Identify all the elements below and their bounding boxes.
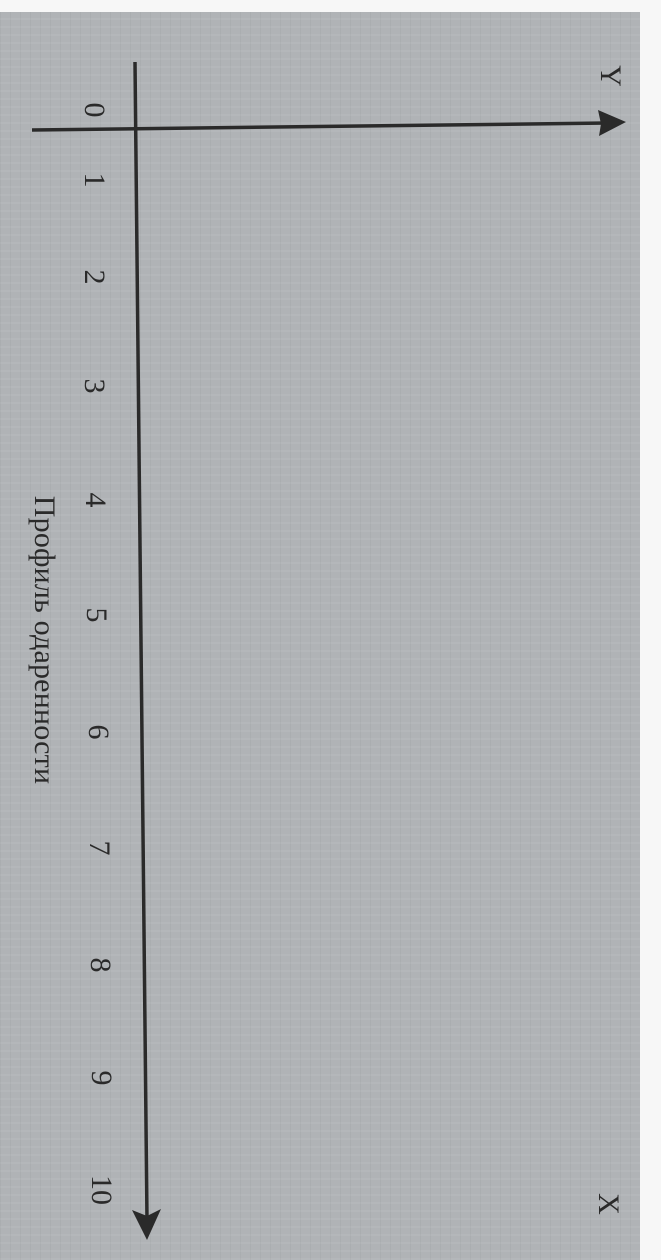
x-axis-label: X <box>592 1193 625 1215</box>
tick-label-8: 8 <box>84 957 117 973</box>
y-axis-line <box>31 121 609 132</box>
tick-label-10: 10 <box>85 1175 118 1205</box>
tick-label-6: 6 <box>82 724 115 740</box>
tick-label-4: 4 <box>79 492 112 508</box>
y-axis-arrowhead <box>598 110 626 136</box>
y-axis-label: Y <box>594 65 627 87</box>
diagram-caption: Профиль одаренности <box>28 495 61 785</box>
scanned-sheet <box>0 12 640 1260</box>
x-axis-line <box>133 61 149 1221</box>
tick-label-2: 2 <box>78 269 111 285</box>
tick-label-3: 3 <box>78 378 111 394</box>
x-axis-arrowhead <box>132 1209 161 1240</box>
tick-label-9: 9 <box>85 1070 118 1086</box>
tick-label-1: 1 <box>78 172 111 188</box>
tick-label-7: 7 <box>83 840 116 856</box>
tick-label-0: 0 <box>78 102 111 118</box>
tick-label-5: 5 <box>80 607 113 623</box>
